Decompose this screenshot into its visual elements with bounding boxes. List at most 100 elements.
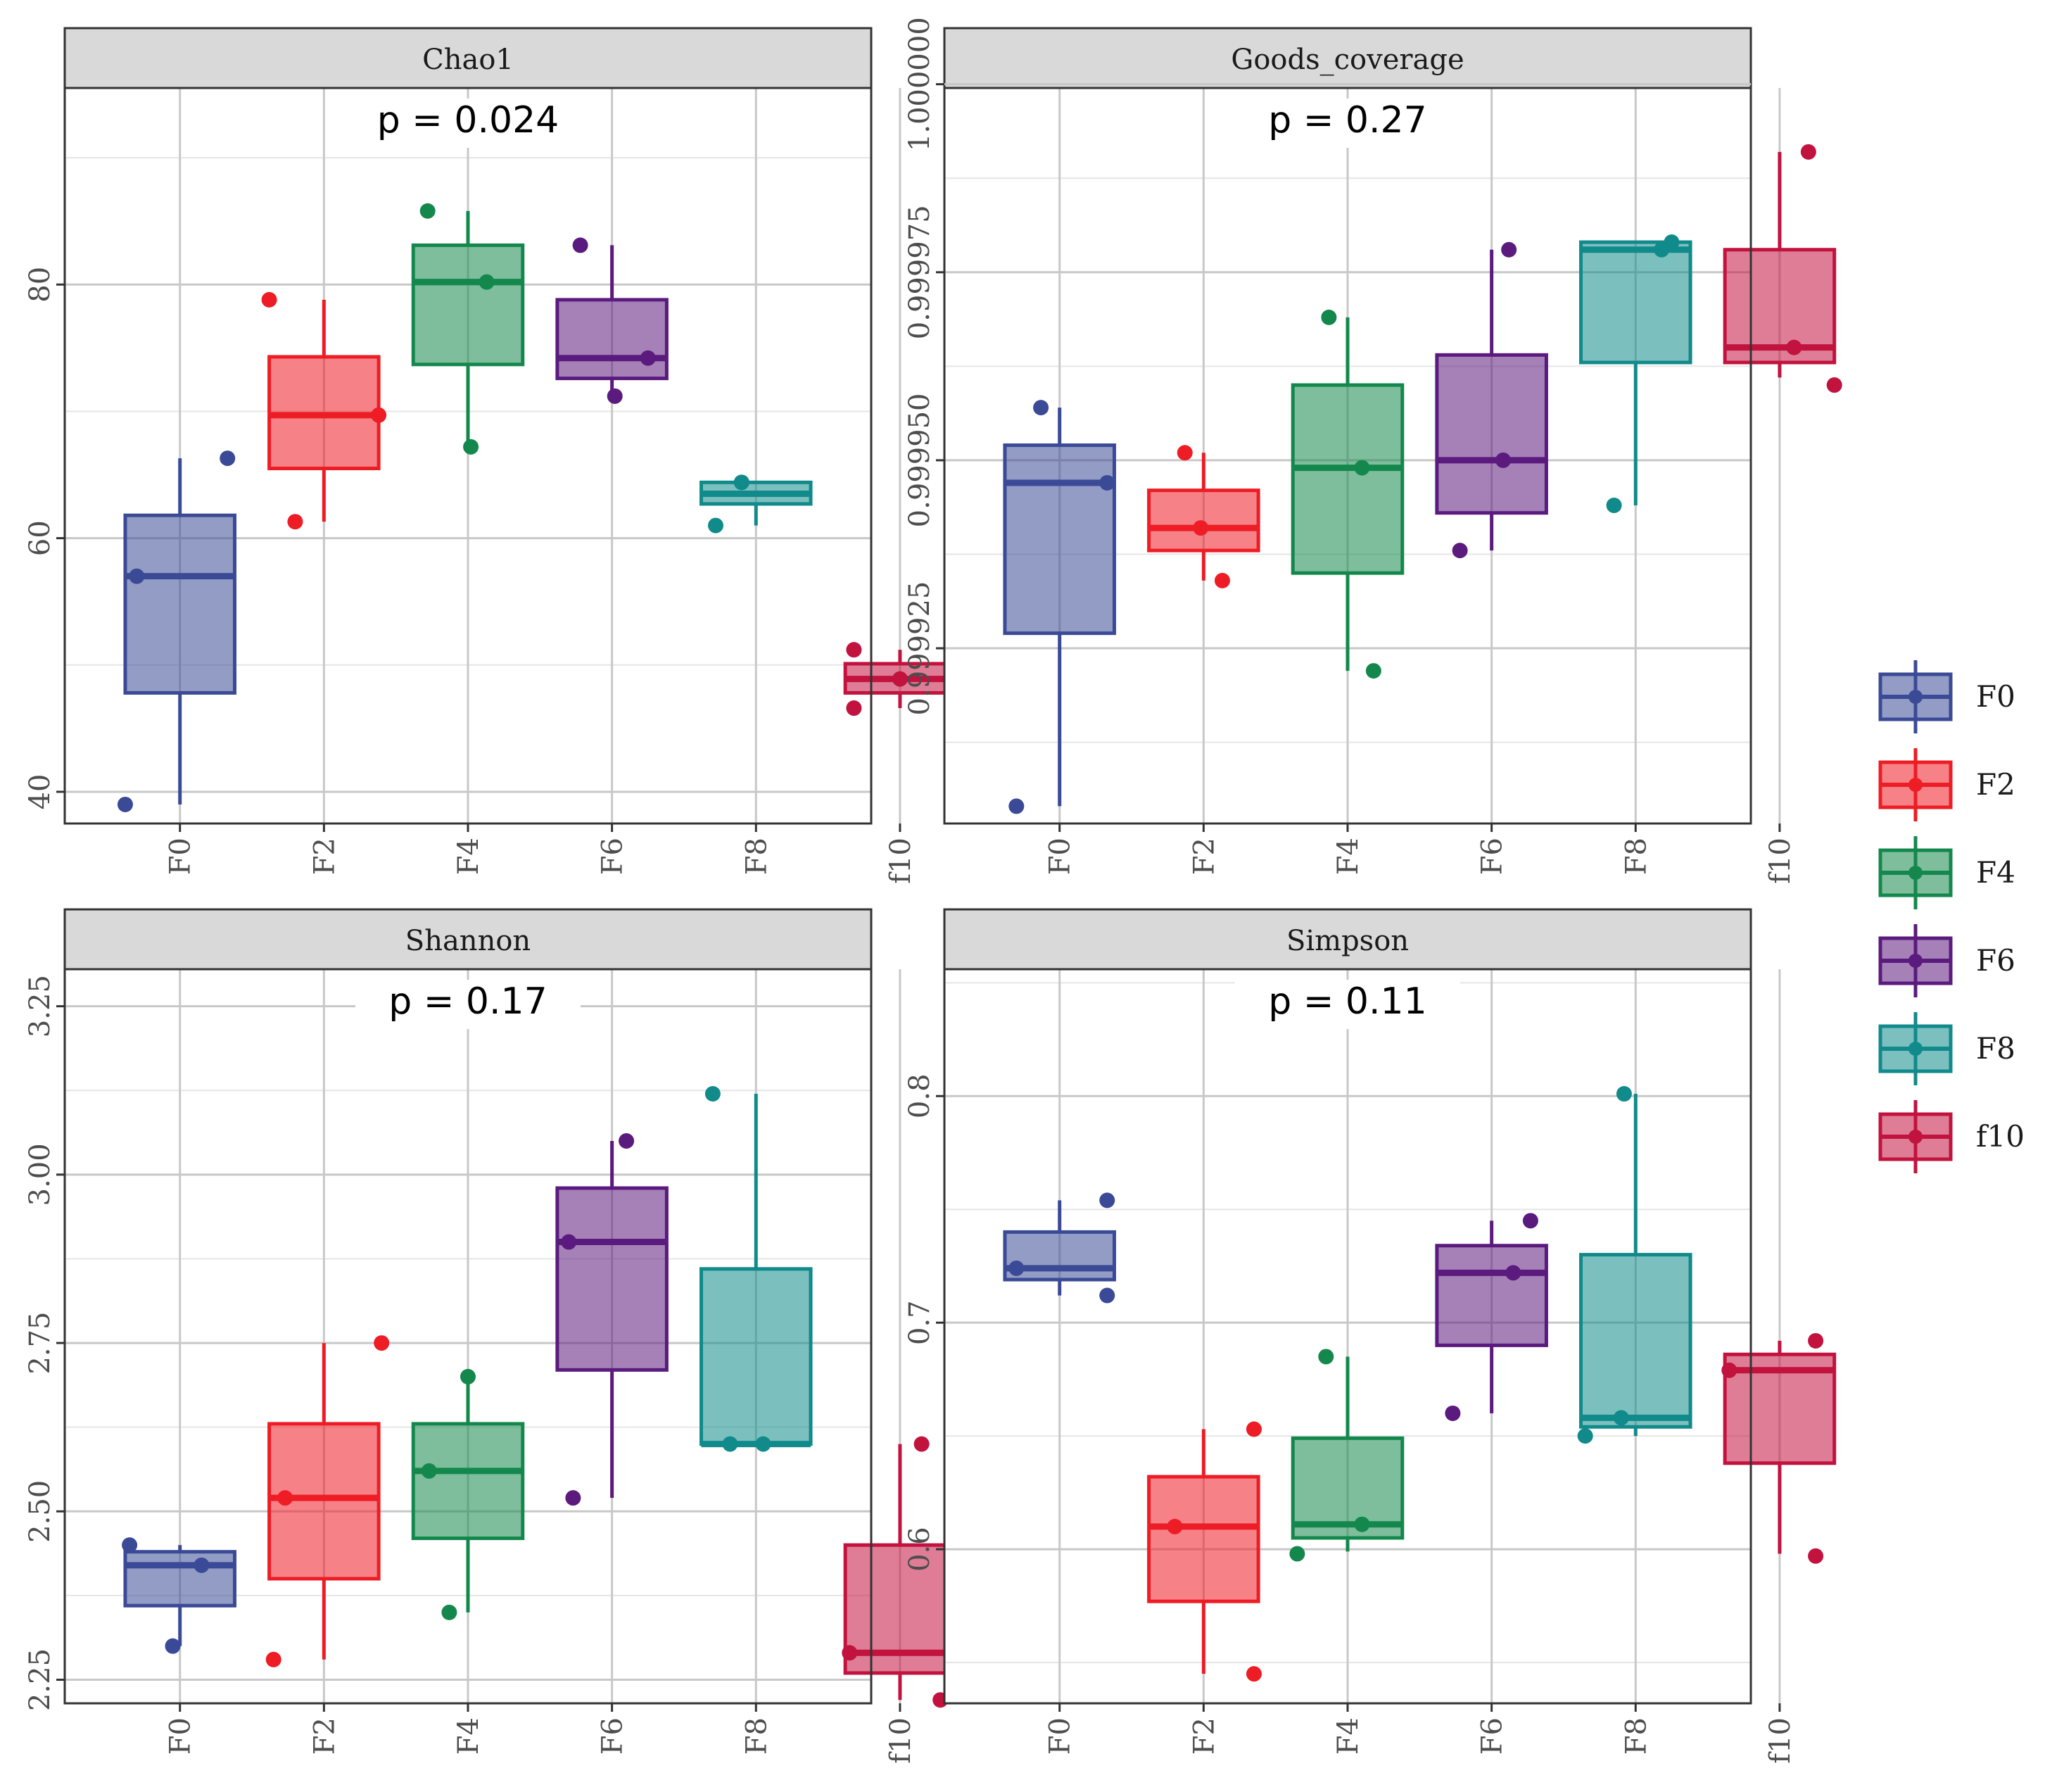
data-point: [704, 1086, 721, 1102]
panel-title: Chao1: [422, 44, 514, 76]
box-f10: [1723, 248, 1837, 365]
data-point: [1613, 1410, 1629, 1426]
data-point: [165, 1638, 181, 1654]
box-F0: [123, 1550, 236, 1608]
data-point: [1318, 1349, 1334, 1365]
x-tick-label: F2: [1188, 1717, 1220, 1755]
box-F4: [1291, 383, 1405, 575]
x-tick-label: f10: [1764, 1717, 1797, 1764]
data-point: [265, 1651, 281, 1667]
data-point: [607, 388, 623, 404]
legend-key-point: [1908, 778, 1923, 792]
box-F2: [1147, 1475, 1260, 1603]
data-point: [277, 1490, 293, 1506]
x-tick-label: F4: [452, 1717, 485, 1755]
panel-title: Goods_coverage: [1231, 44, 1464, 76]
data-point: [561, 1234, 577, 1250]
y-tick-label: 0.999975: [904, 205, 936, 339]
x-tick-label: F6: [597, 838, 629, 875]
legend-key-point: [1908, 1042, 1923, 1056]
data-point: [1193, 520, 1209, 536]
legend-label: F6: [1976, 943, 2015, 978]
data-point: [1616, 1086, 1632, 1102]
y-tick-label: 0.999950: [904, 393, 936, 527]
x-tick-label: f10: [1764, 838, 1797, 884]
data-point: [1505, 1265, 1521, 1281]
data-point: [913, 1436, 930, 1452]
data-point: [1577, 1428, 1593, 1444]
data-point: [1808, 1548, 1824, 1564]
legend-label: F4: [1976, 855, 2015, 890]
data-point: [1099, 1192, 1115, 1209]
p-value-label: p = 0.27: [1268, 99, 1426, 141]
p-value-label: p = 0.11: [1268, 980, 1426, 1023]
x-tick-label: F0: [1044, 838, 1077, 875]
y-tick-label: 80: [24, 267, 56, 303]
data-point: [1214, 572, 1230, 588]
data-point: [1099, 474, 1115, 491]
y-tick-label: 1.000000: [904, 17, 936, 151]
data-point: [1289, 1546, 1305, 1562]
x-tick-label: F8: [740, 838, 773, 875]
data-point: [460, 1368, 476, 1384]
legend-label: F0: [1976, 679, 2015, 714]
box-F8: [1579, 1253, 1692, 1429]
data-point: [441, 1604, 457, 1620]
data-point: [1522, 1213, 1538, 1229]
data-point: [846, 642, 862, 658]
legend-label: f10: [1976, 1119, 2025, 1154]
data-point: [572, 237, 588, 253]
y-tick-label: 0.8: [904, 1073, 936, 1118]
data-point: [892, 671, 908, 687]
data-point: [1354, 1516, 1370, 1532]
data-point: [1246, 1666, 1262, 1682]
legend-key-point: [1908, 1130, 1923, 1144]
data-point: [1099, 1287, 1115, 1304]
x-tick-label: F8: [1620, 1717, 1652, 1755]
data-point: [1800, 144, 1816, 160]
box-F6: [1435, 353, 1548, 515]
p-value-label: p = 0.024: [377, 99, 559, 141]
data-point: [194, 1557, 210, 1573]
data-point: [1033, 400, 1049, 416]
data-point: [1365, 663, 1381, 679]
data-point: [220, 450, 236, 467]
data-point: [565, 1490, 581, 1506]
panel-chao1: Chao1 p = 0.024 40 60 80 F0 F2 F4 F6 F8 f10: [24, 27, 957, 884]
data-point: [479, 274, 495, 290]
data-point: [1606, 498, 1622, 514]
x-tick-label: F2: [308, 838, 341, 875]
data-point: [371, 407, 387, 423]
x-tick-label: F0: [1044, 1717, 1077, 1755]
data-point: [1452, 543, 1468, 559]
x-tick-label: F4: [452, 838, 485, 875]
y-tick-label: 3.25: [24, 975, 56, 1037]
data-point: [1495, 452, 1512, 468]
box-F6: [1435, 1244, 1548, 1347]
box-F8: [1579, 240, 1692, 365]
box-F0: [123, 513, 236, 695]
y-tick-label: 0.999925: [904, 581, 936, 716]
data-point: [1008, 798, 1025, 814]
y-tick-label: 3.00: [24, 1143, 56, 1206]
pvalue-background: [355, 980, 581, 1029]
panel-simpson: Simpson p = 0.11 0.6 0.7 0.8 F0 F2 F4 F6 F8 f10: [904, 908, 1837, 1764]
panel-strip: [943, 908, 1752, 971]
pvalue-background: [1235, 99, 1460, 148]
data-point: [122, 1537, 138, 1553]
data-point: [1321, 309, 1337, 325]
panel-title: Shannon: [405, 925, 531, 957]
x-tick-label: F6: [1476, 1717, 1509, 1755]
legend-key-point: [1908, 690, 1923, 704]
data-point: [846, 700, 862, 717]
panel-title: Simpson: [1286, 925, 1409, 957]
data-point: [755, 1436, 771, 1452]
data-point: [640, 350, 656, 366]
data-point: [722, 1436, 738, 1452]
legend-label: F8: [1976, 1031, 2015, 1066]
data-point: [1445, 1405, 1461, 1421]
data-point: [1721, 1362, 1737, 1378]
data-point: [419, 203, 436, 219]
data-point: [733, 474, 749, 491]
box-F4: [411, 243, 525, 367]
